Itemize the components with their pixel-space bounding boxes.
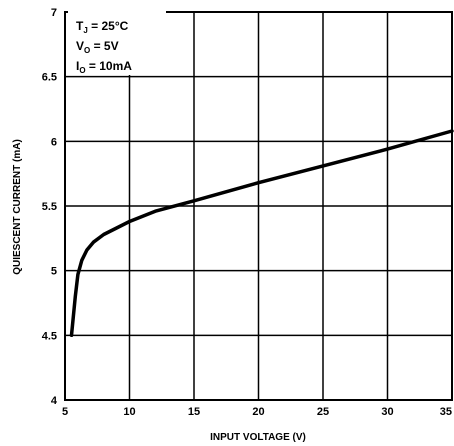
y-tick-label: 5.5 xyxy=(42,201,57,213)
condition-vo: VO = 5V xyxy=(76,39,119,55)
y-tick-label: 5 xyxy=(51,266,57,278)
condition-tj: TJ = 25°C xyxy=(76,19,129,35)
x-tick-label: 5 xyxy=(62,406,68,418)
y-tick-labels: 4 4.5 5 5.5 6 6.5 7 xyxy=(42,7,58,407)
x-tick-label: 15 xyxy=(188,406,200,418)
x-tick-label: 10 xyxy=(123,406,135,418)
x-tick-label: 25 xyxy=(317,406,329,418)
series-line xyxy=(69,129,454,338)
plot-border xyxy=(64,11,453,401)
x-tick-label: 35 xyxy=(440,406,452,418)
y-tick-label: 6 xyxy=(51,136,57,148)
x-tick-label: 20 xyxy=(252,406,264,418)
condition-io: IO = 10mA xyxy=(76,59,132,75)
y-tick-label: 4.5 xyxy=(42,330,57,342)
x-axis-label: INPUT VOLTAGE (V) xyxy=(210,432,306,443)
plot-frame xyxy=(64,11,453,401)
x-tick-labels: 5 10 15 20 25 30 35 xyxy=(62,406,452,418)
y-tick-label: 6.5 xyxy=(42,72,57,84)
y-axis-label: QUIESCENT CURRENT (mA) xyxy=(12,139,23,275)
x-tick-label: 30 xyxy=(381,406,393,418)
y-tick-label: 7 xyxy=(51,7,57,19)
conditions-box: TJ = 25°C VO = 5V IO = 10mA xyxy=(68,9,166,75)
y-tick-label: 4 xyxy=(51,395,58,407)
